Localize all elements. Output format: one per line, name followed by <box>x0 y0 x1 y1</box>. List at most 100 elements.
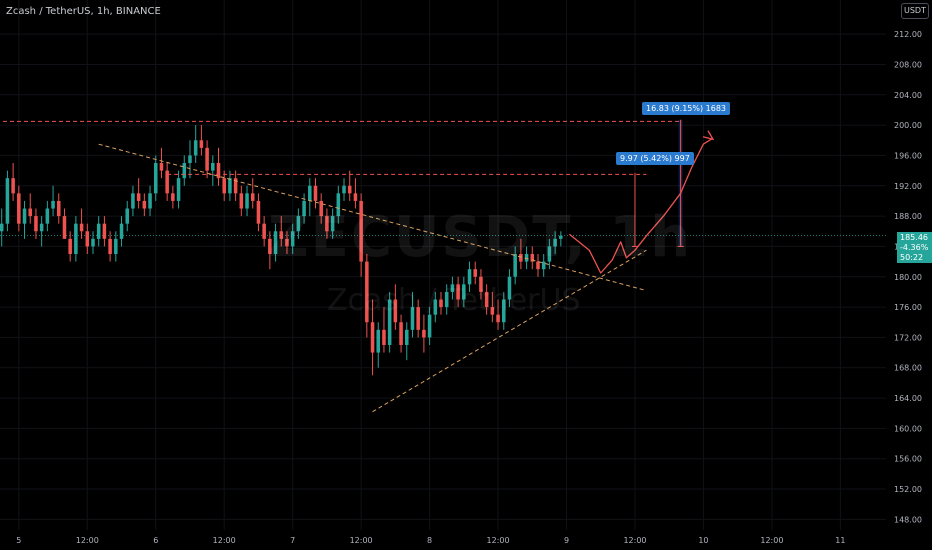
symbol-title[interactable]: Zcash / TetherUS, 1h, BINANCE <box>6 6 161 17</box>
price-tick-label: 156.00 <box>894 455 922 464</box>
candle-body <box>153 163 158 194</box>
candle-body <box>211 163 215 171</box>
candle-body <box>347 185 352 194</box>
candle-body <box>330 216 335 232</box>
price-axis[interactable]: 148.00 152.00 156.00 160.00 164.00 168.00 172.… <box>894 30 922 524</box>
candle-body <box>216 163 221 179</box>
candle-body <box>530 254 535 262</box>
candle-body <box>410 307 415 330</box>
candle-body <box>405 329 409 345</box>
candle-body <box>433 299 438 315</box>
candle-body <box>34 216 38 232</box>
time-tick-label: 12:00 <box>487 536 510 545</box>
price-tick-label: 208.00 <box>894 60 922 69</box>
time-axis[interactable]: 5 12:00 6 12:00 7 12:00 8 12:00 9 12:00 10 12:00 11 <box>16 536 845 545</box>
candle-body <box>239 193 244 209</box>
candle-body <box>450 284 455 292</box>
candle-body <box>496 314 500 323</box>
time-tick-label: 5 <box>16 536 21 545</box>
price-tick-label: 204.00 <box>894 91 922 100</box>
candle-body <box>313 185 318 201</box>
candle-body <box>250 193 255 201</box>
candle-body <box>142 200 147 209</box>
candle-body <box>467 269 472 285</box>
price-tick-label: 160.00 <box>894 424 922 433</box>
candle-body <box>85 231 90 247</box>
time-tick-label: 12:00 <box>76 536 99 545</box>
price-tick-label: 152.00 <box>894 485 922 494</box>
price-tick-label: 196.00 <box>894 151 922 160</box>
candle-body <box>79 223 84 232</box>
last-price-change: -4.36% <box>900 243 929 252</box>
candle-body <box>473 269 478 277</box>
last-price-value: 185.46 <box>900 233 928 242</box>
candle-body <box>131 193 135 209</box>
candle-body <box>199 140 204 148</box>
candle-body <box>479 276 483 292</box>
candle-body <box>444 291 449 308</box>
candle-body <box>125 208 129 224</box>
candle-body <box>319 200 323 217</box>
candle-body <box>39 223 44 232</box>
price-tick-label: 148.00 <box>894 515 922 524</box>
bar-countdown: 50:22 <box>900 253 924 262</box>
candle-body <box>17 193 21 224</box>
candle-body <box>490 307 495 315</box>
candle-body <box>302 200 306 217</box>
arrow-head <box>702 130 715 141</box>
candle-body <box>422 329 426 338</box>
candle-body <box>559 235 563 239</box>
candle-body <box>51 200 55 209</box>
candle-body <box>370 322 375 353</box>
last-price-tag: 185.46 -4.36% 50:22 <box>897 232 932 263</box>
candle-body <box>245 193 249 209</box>
price-tick-label: 176.00 <box>894 303 922 312</box>
candle-body <box>296 216 301 232</box>
watermark-name: Zcash / TetherUS <box>327 283 581 318</box>
candle-body <box>393 299 398 323</box>
candle-body <box>62 216 67 239</box>
candle-body <box>382 329 386 345</box>
candle-body <box>256 200 261 224</box>
projected-path <box>568 138 713 274</box>
candle-body <box>439 299 443 308</box>
candle-body <box>22 208 27 224</box>
candle-body <box>136 193 141 201</box>
candle-body <box>484 291 489 308</box>
price-tick-label: 192.00 <box>894 182 922 191</box>
candle-body <box>188 155 192 164</box>
time-tick-label: 7 <box>290 536 295 545</box>
candle-body <box>416 307 420 330</box>
candle-body <box>359 200 363 262</box>
candle-body <box>519 254 523 262</box>
time-tick-label: 12:00 <box>350 536 373 545</box>
candle-body <box>285 238 289 247</box>
candle-body <box>114 238 118 255</box>
price-tick-label: 180.00 <box>894 273 922 282</box>
candle-body <box>119 223 124 239</box>
candle-body <box>273 231 278 255</box>
time-tick-label: 8 <box>427 536 432 545</box>
measure-label-upper[interactable]: 16.83 (9.15%) 1683 <box>642 102 731 115</box>
candle-body <box>205 147 209 171</box>
candle-body <box>171 193 175 201</box>
candle-body <box>376 329 381 353</box>
candle-body <box>159 163 164 171</box>
chart-drawings[interactable] <box>0 119 715 413</box>
candle-body <box>501 299 506 323</box>
measure-label-lower[interactable]: 9.97 (5.42%) 997 <box>616 152 694 165</box>
currency-button[interactable]: USDT <box>901 3 929 19</box>
time-tick-label: 6 <box>153 536 158 545</box>
candle-body <box>427 314 432 338</box>
time-tick-label: 12:00 <box>623 536 646 545</box>
price-tick-label: 172.00 <box>894 333 922 342</box>
time-tick-label: 12:00 <box>213 536 236 545</box>
descending-trendline <box>98 143 647 292</box>
candle-body <box>96 223 101 239</box>
candle-body <box>182 163 187 179</box>
candle-body <box>365 261 369 323</box>
candle-body <box>262 223 266 239</box>
price-tick-label: 212.00 <box>894 30 922 39</box>
candle-body <box>536 261 540 270</box>
